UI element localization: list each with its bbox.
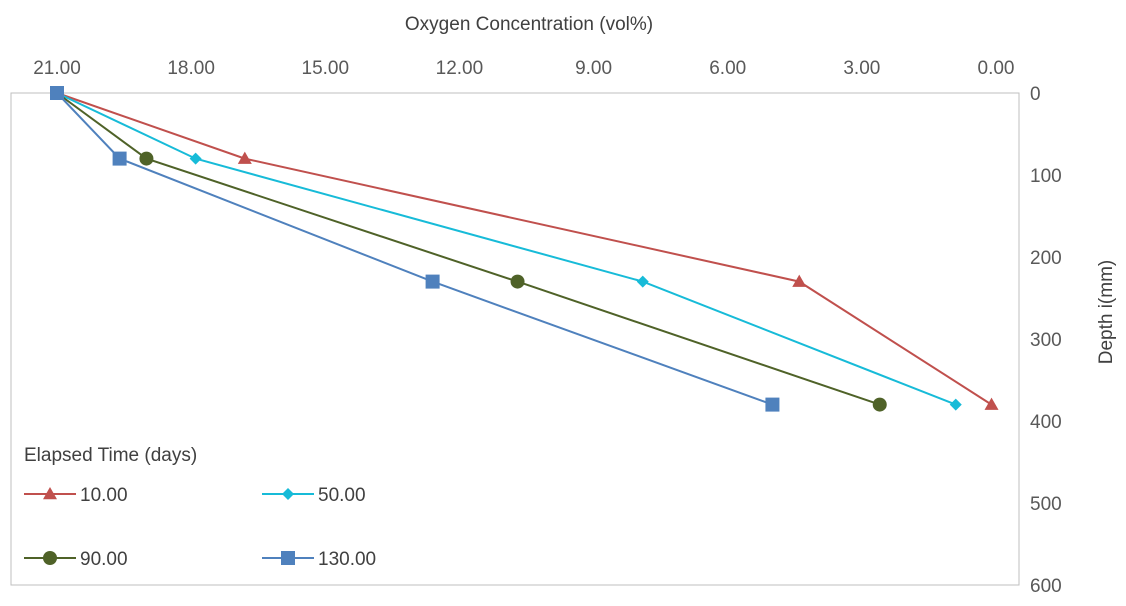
legend-title: Elapsed Time (days) bbox=[24, 445, 197, 466]
series-line bbox=[56, 92, 881, 406]
data-point bbox=[237, 151, 252, 164]
y-axis-tick-labels: 0 100 200 300 400 500 600 bbox=[1030, 84, 1062, 597]
data-point bbox=[949, 398, 962, 411]
x-tick-label: 18.00 bbox=[167, 58, 215, 79]
y-tick-label: 400 bbox=[1030, 412, 1062, 433]
legend-label: 50.00 bbox=[318, 485, 366, 506]
legend-label: 90.00 bbox=[80, 549, 128, 570]
y-tick-label: 100 bbox=[1030, 166, 1062, 187]
data-point bbox=[510, 274, 525, 289]
y-tick-label: 500 bbox=[1030, 494, 1062, 515]
x-tick-label: 6.00 bbox=[709, 58, 746, 79]
legend-label: 130.00 bbox=[318, 549, 376, 570]
legend: Elapsed Time (days) 10.00 50.00 90.00 130.0… bbox=[24, 445, 376, 570]
series-130.00 bbox=[50, 86, 780, 412]
y-tick-label: 0 bbox=[1030, 84, 1041, 105]
data-point bbox=[50, 86, 64, 100]
y-tick-label: 300 bbox=[1030, 330, 1062, 351]
x-tick-label: 3.00 bbox=[843, 58, 880, 79]
legend-swatch-marker bbox=[282, 488, 294, 500]
x-tick-label: 12.00 bbox=[436, 58, 484, 79]
data-point bbox=[872, 397, 887, 412]
x-tick-label: 0.00 bbox=[978, 58, 1015, 79]
series-layer bbox=[50, 86, 999, 412]
legend-swatch-marker bbox=[43, 551, 57, 565]
series-line bbox=[56, 92, 957, 406]
legend-entry: 130.00 bbox=[262, 549, 376, 570]
plot-area bbox=[10, 92, 1020, 586]
series-line bbox=[56, 92, 773, 406]
series-line bbox=[56, 92, 993, 406]
legend-entry: 90.00 bbox=[24, 549, 128, 570]
legend-swatch-marker bbox=[281, 551, 295, 565]
x-axis-tick-labels: 21.00 18.00 15.00 12.00 9.00 6.00 3.00 0.00 bbox=[33, 58, 1014, 79]
legend-entry: 10.00 bbox=[24, 485, 128, 506]
data-point bbox=[792, 274, 807, 287]
data-point bbox=[765, 397, 780, 412]
x-tick-label: 9.00 bbox=[575, 58, 612, 79]
x-tick-label: 15.00 bbox=[302, 58, 350, 79]
y-tick-label: 600 bbox=[1030, 576, 1062, 597]
data-point bbox=[112, 151, 127, 166]
x-axis-title: Oxygen Concentration (vol%) bbox=[405, 14, 653, 35]
y-tick-label: 200 bbox=[1030, 248, 1062, 269]
legend-swatch-marker bbox=[43, 487, 57, 500]
y-axis-title: Depth i(mm) bbox=[1096, 260, 1117, 365]
data-point bbox=[984, 397, 999, 410]
legend-label: 10.00 bbox=[80, 485, 128, 506]
data-point bbox=[189, 152, 202, 165]
data-point bbox=[636, 275, 649, 288]
data-point bbox=[139, 151, 154, 166]
legend-entry: 50.00 bbox=[262, 485, 366, 506]
x-tick-label: 21.00 bbox=[33, 58, 81, 79]
data-point bbox=[425, 274, 440, 289]
